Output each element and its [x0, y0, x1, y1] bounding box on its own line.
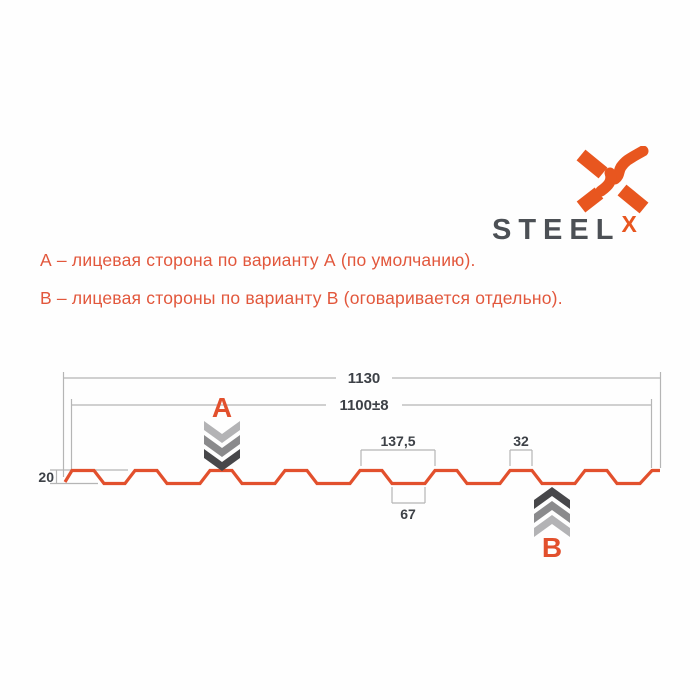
side-b-chevron-up-icon	[534, 487, 570, 537]
dim-overall-width: 1130	[62, 370, 662, 477]
dim-rib-bottom: 67	[391, 487, 426, 522]
dim-label-32: 32	[513, 433, 529, 449]
brand-wordmark: STEELX	[492, 211, 637, 247]
dim-working-width: 1100±8	[70, 397, 653, 470]
dim-label-20: 20	[38, 469, 54, 485]
steelx-logo-icon	[576, 146, 649, 214]
dim-label-1130: 1130	[348, 370, 381, 387]
dim-height: 20	[38, 469, 128, 485]
sheet-profile-outline	[63, 468, 660, 486]
side-b-marker: B	[534, 487, 570, 563]
dim-label-67: 67	[400, 506, 416, 522]
side-a-label: A	[212, 392, 232, 423]
side-a-marker: A	[204, 392, 240, 471]
dim-pitch: 137,5	[360, 433, 436, 466]
note-side-b: В – лицевая стороны по варианту В (огова…	[40, 288, 563, 308]
side-a-chevron-down-icon	[204, 421, 240, 471]
dim-label-1100: 1100±8	[339, 397, 388, 414]
brand-name: STEEL	[492, 214, 621, 246]
brand-logo: STEELX	[492, 146, 652, 250]
note-side-a: А – лицевая сторона по варианту А (по ум…	[40, 250, 476, 270]
dim-label-137: 137,5	[380, 433, 415, 449]
brand-suffix: X	[621, 211, 637, 237]
side-b-label: B	[542, 532, 562, 563]
dim-rib-top: 32	[509, 433, 533, 466]
